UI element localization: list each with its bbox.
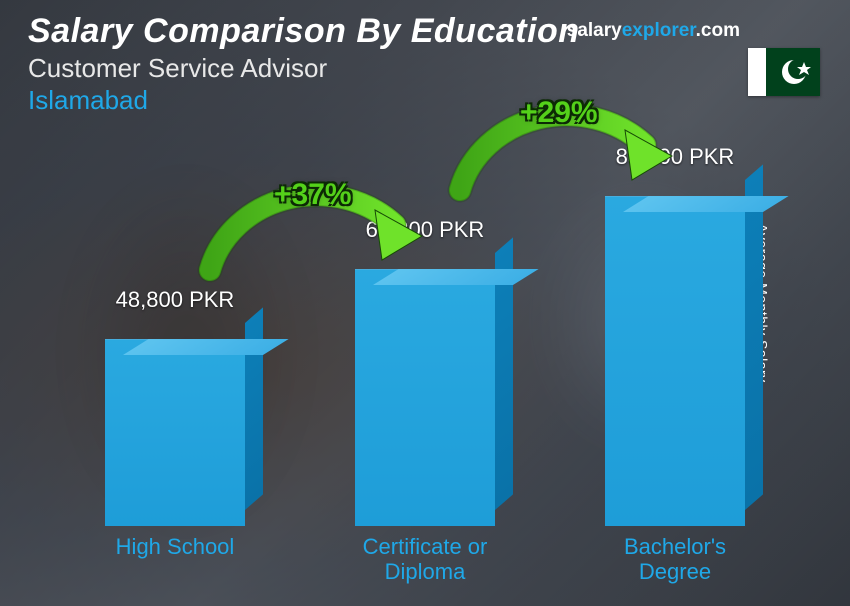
bar-label: Bachelor's Degree <box>590 534 760 586</box>
bar-group: 85,900 PKR Bachelor's Degree <box>590 144 760 586</box>
bar-top <box>105 339 271 355</box>
watermark-part2: explorer <box>622 20 696 41</box>
bar <box>105 339 245 526</box>
bar-top <box>355 269 521 285</box>
bar-label: High School <box>90 534 260 586</box>
percent-increase: +37% <box>274 178 352 212</box>
bar-front <box>605 196 745 526</box>
watermark-part3: .com <box>696 20 740 41</box>
bar-group: 48,800 PKR High School <box>90 287 260 586</box>
flag-stripe <box>748 48 766 96</box>
bar-value: 85,900 PKR <box>590 144 760 170</box>
bar-value: 48,800 PKR <box>90 287 260 313</box>
flag-pakistan <box>748 48 820 96</box>
bar-chart: 48,800 PKR High School 66,800 PKR Certifica… <box>60 150 780 586</box>
bar-side <box>245 307 263 510</box>
bar-side <box>745 164 763 510</box>
bar-value: 66,800 PKR <box>340 217 510 243</box>
bar <box>605 196 745 526</box>
bar-front <box>355 269 495 526</box>
watermark: salaryexplorer.com <box>567 20 740 42</box>
bar-group: 66,800 PKR Certificate or Diploma <box>340 217 510 586</box>
chart-subtitle: Customer Service Advisor <box>28 53 822 84</box>
bar-front <box>105 339 245 526</box>
flag-field <box>766 48 820 96</box>
percent-increase: +29% <box>520 96 598 130</box>
watermark-part1: salary <box>567 20 622 41</box>
chart-location: Islamabad <box>28 85 822 116</box>
bar-top <box>605 196 771 212</box>
flag-crescent-icon <box>766 48 820 96</box>
bar <box>355 269 495 526</box>
bar-label: Certificate or Diploma <box>340 534 510 586</box>
